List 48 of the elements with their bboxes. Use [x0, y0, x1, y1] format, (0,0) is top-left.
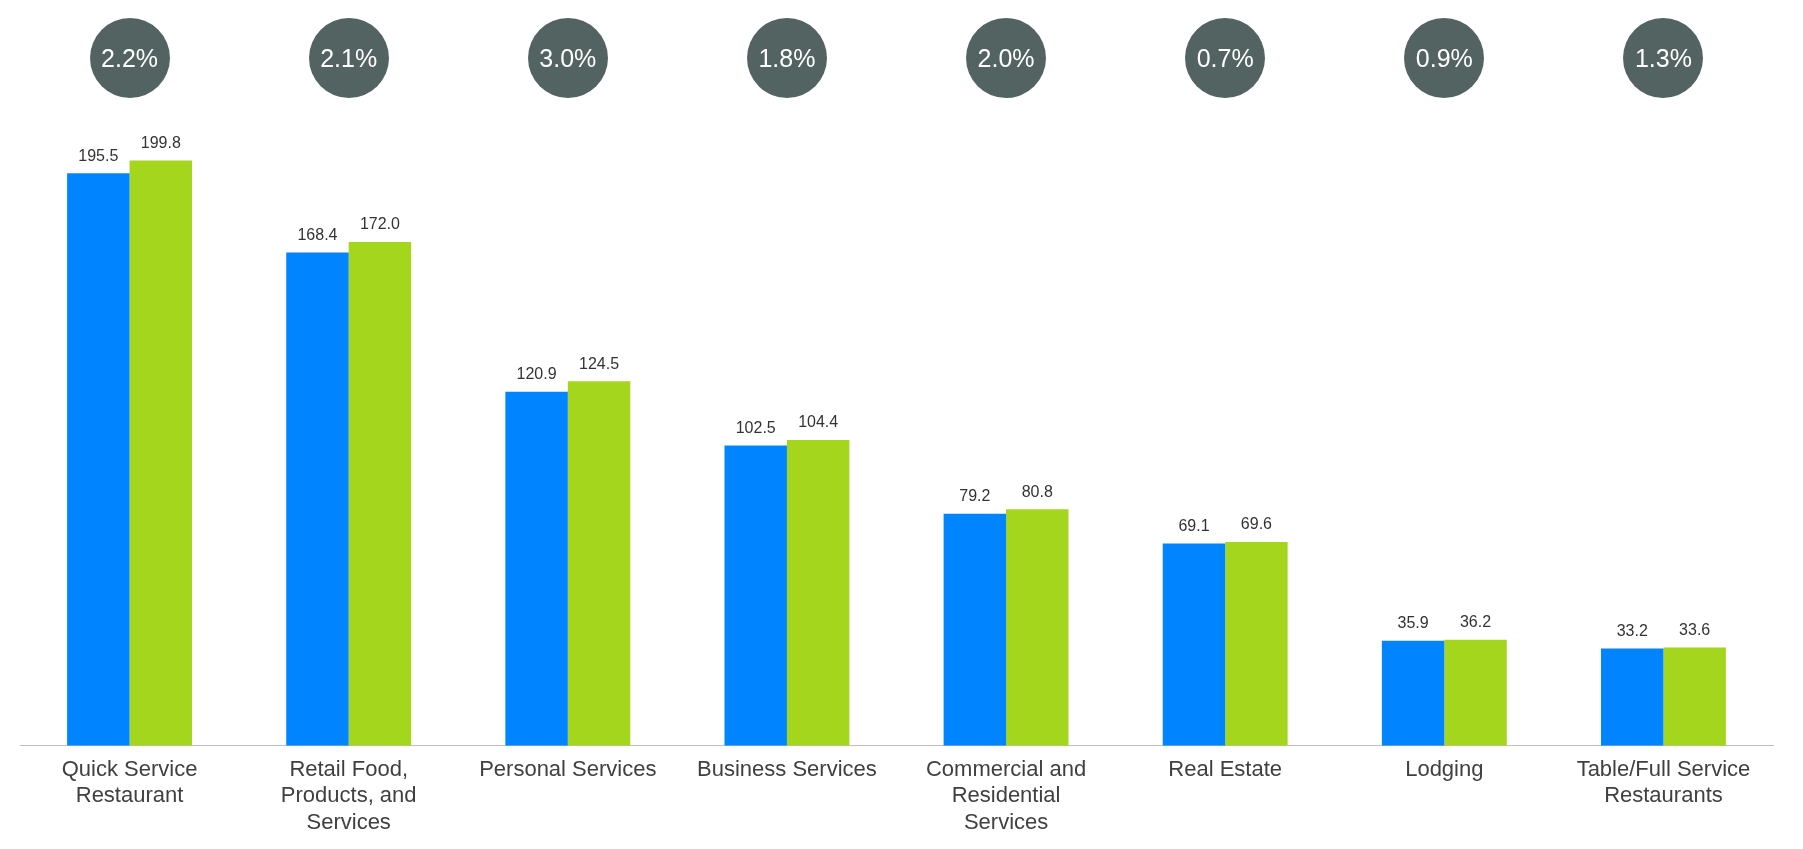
- bar: [348, 242, 412, 746]
- bar: [1663, 647, 1726, 746]
- data-label: 102.5: [735, 418, 776, 436]
- x-tick-label: Retail Food, Products, and Services: [280, 756, 417, 834]
- data-label: 80.8: [1021, 482, 1053, 500]
- data-label: 199.8: [140, 133, 181, 151]
- data-label: 104.4: [798, 413, 839, 431]
- bar: [1162, 543, 1226, 746]
- x-tick-label: Business Services: [697, 756, 877, 782]
- circle-badge: 1.8%: [746, 18, 827, 98]
- x-tick-label: Commercial and Residential Services: [925, 756, 1087, 834]
- x-tick-label: Real Estate: [1168, 756, 1283, 782]
- data-label: 69.1: [1178, 516, 1210, 534]
- bar: [1381, 640, 1445, 746]
- bar: [1600, 648, 1664, 746]
- x-tick-label: Personal Services: [479, 756, 657, 782]
- data-label: 172.0: [359, 215, 401, 233]
- bar: [67, 173, 130, 746]
- bar: [286, 252, 349, 746]
- x-tick-label: Table/Full Service Restaurants: [1576, 756, 1751, 808]
- circle-badge: 3.0%: [527, 18, 608, 98]
- bar: [1006, 509, 1069, 746]
- bar: [567, 381, 631, 746]
- bar: [943, 513, 1007, 746]
- bar: [724, 445, 787, 746]
- circle-badge: 2.0%: [966, 18, 1047, 98]
- data-label: 33.6: [1679, 620, 1711, 638]
- bar: [1225, 541, 1288, 746]
- data-label: 69.6: [1240, 515, 1273, 533]
- circle-badge: 2.2%: [89, 18, 170, 98]
- bar: [786, 440, 850, 746]
- circle-badge: 0.9%: [1404, 18, 1485, 98]
- data-label: 79.2: [959, 487, 991, 505]
- data-label: 195.5: [78, 146, 119, 164]
- circle-badge: 0.7%: [1185, 18, 1266, 98]
- bar: [1444, 639, 1507, 746]
- data-label: 124.5: [579, 354, 620, 372]
- data-label: 168.4: [297, 225, 338, 243]
- data-label: 36.2: [1459, 613, 1492, 631]
- circle-badge: 2.1%: [308, 18, 389, 98]
- bar: [129, 160, 193, 746]
- circle-badge: 1.3%: [1623, 18, 1704, 98]
- data-label: 33.2: [1616, 621, 1648, 639]
- data-label: 120.9: [516, 365, 557, 383]
- data-label: 35.9: [1397, 614, 1429, 632]
- x-tick-label: Quick Service Restaurant: [61, 756, 198, 808]
- x-tick-label: Lodging: [1405, 756, 1484, 782]
- bar: [505, 391, 568, 746]
